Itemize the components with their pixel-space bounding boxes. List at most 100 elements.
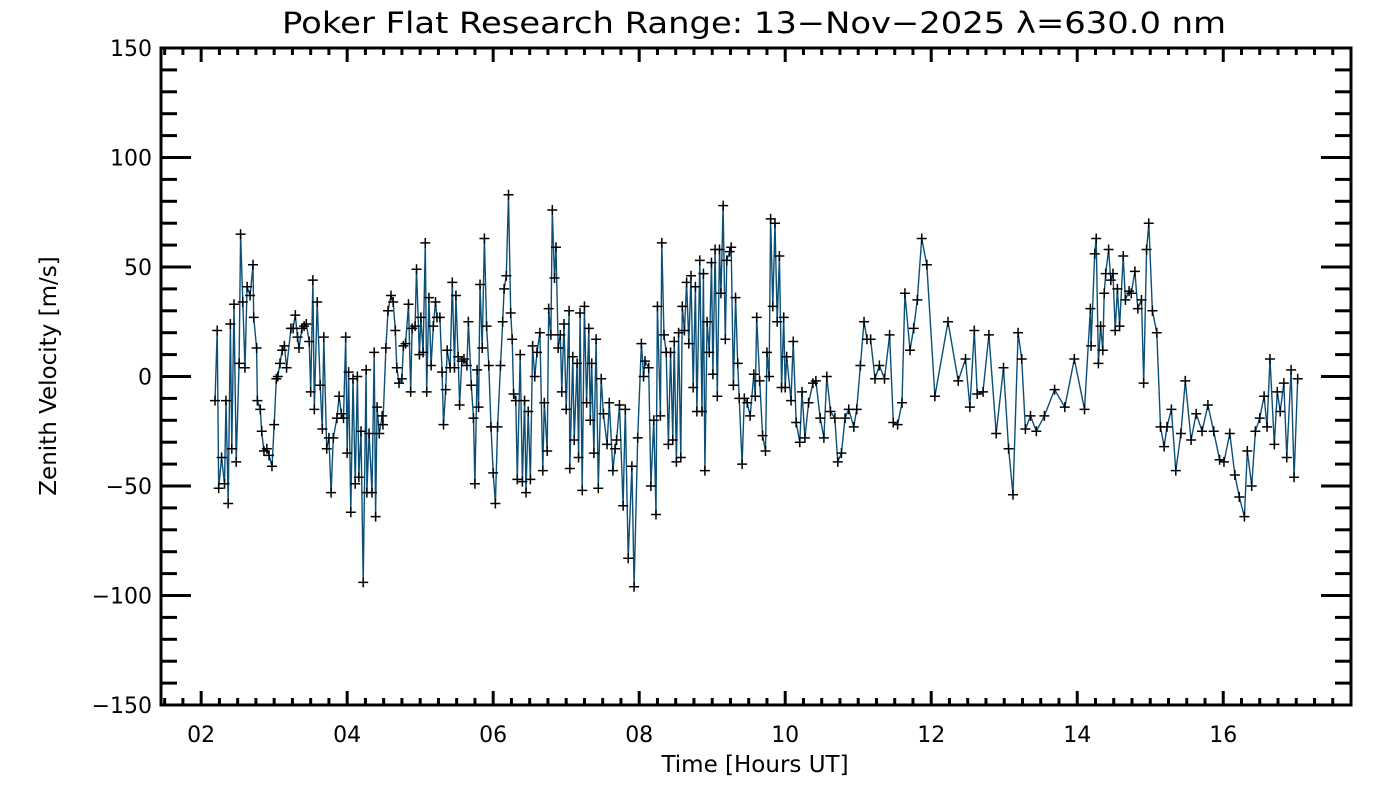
data-point-marker (865, 334, 876, 345)
data-point-marker (810, 375, 821, 386)
data-point-marker (296, 323, 307, 334)
data-point-marker (391, 362, 402, 373)
data-point-marker (1138, 378, 1149, 389)
data-point-marker (1003, 443, 1014, 454)
data-point-marker (370, 511, 381, 522)
data-point-marker (1114, 321, 1125, 332)
data-point-marker (626, 461, 637, 472)
data-point-marker (1289, 472, 1300, 483)
data-point-marker (1126, 288, 1137, 299)
data-point-marker (1269, 439, 1280, 450)
data-point-marker (765, 213, 776, 224)
data-point-marker (385, 290, 396, 301)
data-point-marker (1079, 404, 1090, 415)
data-point-marker (698, 268, 709, 279)
data-point-marker (456, 356, 467, 367)
data-point-marker (340, 332, 351, 343)
data-point-marker (437, 367, 448, 378)
data-point-marker (334, 391, 345, 402)
data-point-marker (469, 478, 480, 489)
y-tick-label: 50 (124, 256, 152, 281)
data-point-marker (921, 259, 932, 270)
data-point-marker (1281, 452, 1292, 463)
data-point-marker (461, 360, 472, 371)
data-point-marker (374, 428, 385, 439)
data-point-marker (969, 325, 980, 336)
data-point-marker (281, 362, 292, 373)
data-point-marker (760, 445, 771, 456)
data-point-marker (671, 456, 682, 467)
data-point-marker (610, 443, 621, 454)
data-point-marker (870, 373, 880, 384)
data-point-marker (648, 415, 659, 426)
data-point-marker (350, 478, 361, 489)
data-point-marker (261, 443, 272, 454)
data-point-marker (213, 483, 224, 494)
data-point-marker (539, 397, 550, 408)
data-point-marker (499, 283, 510, 294)
data-point-marker (591, 334, 602, 345)
data-point-marker (916, 233, 927, 244)
data-point-marker (699, 465, 710, 476)
data-point-marker (1059, 402, 1070, 413)
data-point-marker (953, 375, 964, 386)
data-point-marker (545, 329, 556, 340)
data-point-marker (307, 275, 318, 286)
data-point-marker (345, 507, 356, 518)
data-point-marker (888, 417, 899, 428)
data-point-marker (1129, 266, 1140, 277)
data-point-marker (673, 327, 684, 338)
data-point-marker (318, 332, 329, 343)
data-point-marker (501, 270, 512, 281)
data-point-marker (1278, 378, 1289, 389)
data-point-marker (696, 406, 707, 417)
data-point-marker (1229, 470, 1240, 481)
data-point-marker (788, 336, 799, 347)
data-point-marker (715, 288, 726, 299)
data-point-marker (665, 347, 676, 358)
data-point-marker (410, 321, 421, 332)
data-point-marker (983, 329, 994, 340)
data-point-marker (525, 474, 536, 485)
data-point-marker (1159, 441, 1170, 452)
data-point-marker (683, 338, 694, 349)
data-point-marker (438, 419, 449, 430)
data-point-marker (855, 360, 866, 371)
data-point-marker (1186, 435, 1197, 446)
data-point-marker (364, 428, 375, 439)
data-point-marker (352, 371, 363, 382)
data-point-marker (472, 364, 483, 375)
data-point-marker (721, 255, 732, 266)
data-point-marker (728, 380, 739, 391)
data-point-marker (1007, 489, 1018, 500)
data-point-marker (212, 325, 223, 336)
data-point-marker (488, 467, 499, 478)
data-point-marker (583, 323, 594, 334)
data-point-marker (550, 242, 561, 253)
y-tick-label: −100 (92, 585, 152, 610)
data-point-marker (235, 229, 246, 240)
data-point-marker (964, 402, 975, 413)
data-point-marker (579, 301, 590, 312)
data-point-marker (681, 277, 692, 288)
data-point-marker (1020, 424, 1031, 435)
data-point-marker (655, 410, 666, 421)
data-point-marker (767, 301, 778, 312)
x-tick-label: 16 (1209, 723, 1237, 748)
data-point-marker (796, 386, 807, 397)
data-point-marker (821, 371, 832, 382)
data-point-marker (659, 329, 670, 340)
data-point-marker (210, 395, 221, 406)
data-point-marker (585, 415, 596, 426)
data-point-marker (588, 448, 599, 459)
data-point-marker (466, 380, 477, 391)
data-point-marker (454, 399, 465, 410)
x-tick-label: 12 (917, 723, 945, 748)
data-point-marker (372, 402, 383, 413)
data-point-marker (780, 382, 791, 393)
data-point-marker (638, 371, 649, 382)
data-point-marker (328, 432, 339, 443)
data-point-marker (275, 358, 285, 369)
x-tick-label: 06 (479, 723, 507, 748)
data-point-marker (645, 481, 656, 491)
